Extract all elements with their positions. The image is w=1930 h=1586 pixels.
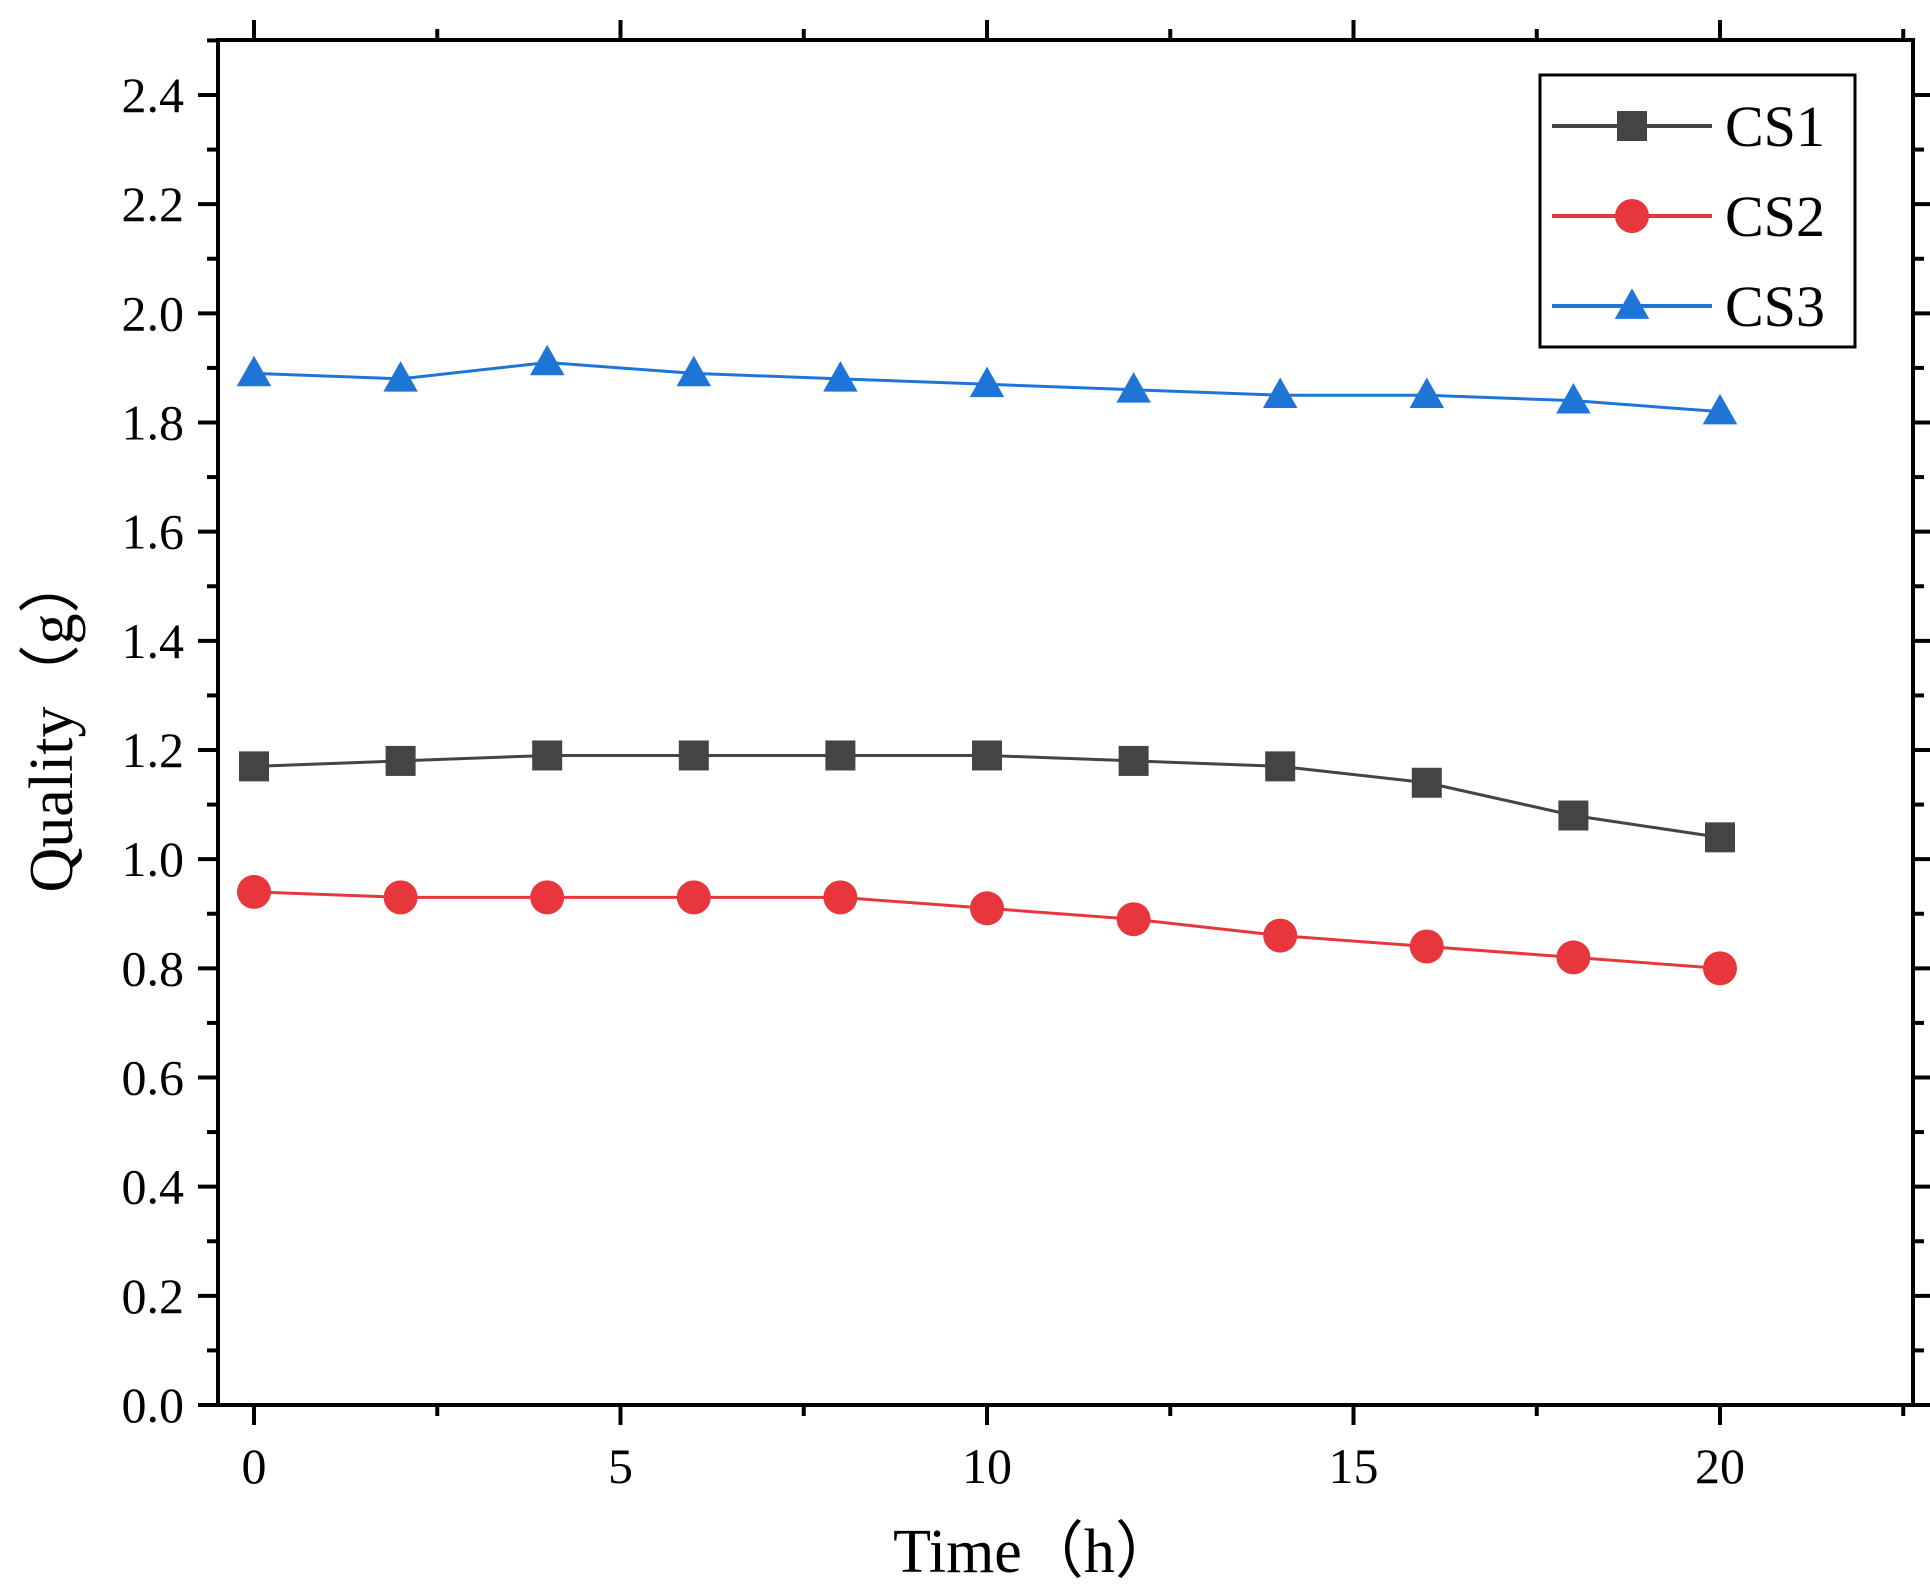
y-tick-label: 1.2 bbox=[122, 722, 185, 778]
data-point-cs3 bbox=[1556, 382, 1591, 414]
data-point-cs1 bbox=[825, 740, 856, 771]
data-point-cs3 bbox=[1409, 377, 1445, 409]
series-layer bbox=[236, 344, 1738, 986]
data-point-cs1 bbox=[1118, 745, 1149, 776]
y-tick-label: 1.4 bbox=[122, 613, 185, 669]
data-point-cs2 bbox=[1409, 929, 1444, 964]
data-point-cs2 bbox=[823, 880, 858, 915]
data-point-cs3 bbox=[529, 344, 565, 376]
x-tick-label: 5 bbox=[608, 1438, 633, 1494]
y-tick-label: 0.8 bbox=[122, 940, 185, 996]
data-point-cs1 bbox=[1705, 822, 1735, 853]
data-point-cs2 bbox=[1556, 940, 1591, 975]
data-point-cs3 bbox=[236, 355, 272, 387]
legend-marker-cs2 bbox=[1615, 199, 1649, 233]
data-point-cs3 bbox=[1262, 377, 1298, 409]
data-point-cs1 bbox=[972, 740, 1002, 771]
legend: CS1 CS2 CS3 bbox=[1538, 73, 1857, 349]
y-tick-label: 2.2 bbox=[122, 176, 185, 232]
y-tick-label: 1.6 bbox=[122, 504, 185, 560]
data-point-cs2 bbox=[1116, 902, 1151, 937]
y-tick-label: 0.0 bbox=[122, 1377, 185, 1433]
data-point-cs1 bbox=[385, 745, 416, 776]
x-axis-title: Time（h） bbox=[893, 1518, 1177, 1586]
y-tick-label: 1.0 bbox=[122, 831, 185, 887]
legend-box bbox=[1538, 73, 1857, 349]
data-point-cs3 bbox=[1702, 393, 1738, 425]
data-point-cs2 bbox=[676, 880, 711, 915]
legend-label-cs2: CS2 bbox=[1725, 184, 1825, 249]
data-point-cs1 bbox=[1558, 800, 1589, 831]
data-point-cs1 bbox=[532, 740, 563, 771]
data-point-cs3 bbox=[1116, 372, 1151, 403]
legend-label-cs1: CS1 bbox=[1725, 94, 1825, 159]
y-axis-title: Quality（g） bbox=[18, 552, 86, 893]
y-tick-label: 0.6 bbox=[122, 1050, 185, 1106]
y-tick-label: 0.4 bbox=[122, 1159, 185, 1215]
legend-marker-cs1 bbox=[1617, 111, 1647, 141]
y-axis: 0.0 0.2 0.4 0.6 0.8 1.0 1.2 1.4 1.6 1.8 2.0 2.2 2.4 bbox=[122, 38, 1930, 1433]
x-tick-label: 10 bbox=[962, 1438, 1012, 1494]
data-point-cs2 bbox=[970, 891, 1004, 926]
plot-frame bbox=[216, 38, 1915, 1407]
data-point-cs2 bbox=[530, 880, 565, 915]
data-point-cs1 bbox=[1411, 767, 1442, 798]
x-axis: 0 5 10 15 20 bbox=[242, 20, 1906, 1494]
data-point-cs1 bbox=[239, 751, 269, 782]
data-point-cs3 bbox=[823, 361, 858, 392]
y-tick-label: 0.2 bbox=[122, 1268, 185, 1324]
legend-label-cs3: CS3 bbox=[1725, 274, 1825, 339]
x-tick-label: 0 bbox=[242, 1438, 267, 1494]
data-point-cs2 bbox=[383, 880, 418, 915]
data-point-cs2 bbox=[1263, 918, 1298, 953]
data-point-cs1 bbox=[1265, 751, 1296, 782]
y-tick-label: 2.4 bbox=[122, 67, 185, 123]
data-point-cs2 bbox=[237, 874, 271, 909]
x-tick-label: 15 bbox=[1329, 1438, 1379, 1494]
legend-marker-cs3 bbox=[1614, 288, 1650, 319]
data-point-cs3 bbox=[676, 355, 712, 387]
data-point-cs3 bbox=[969, 366, 1005, 398]
data-point-cs3 bbox=[383, 361, 418, 392]
data-point-cs2 bbox=[1703, 951, 1737, 986]
x-tick-label: 20 bbox=[1695, 1438, 1745, 1494]
data-point-cs1 bbox=[678, 740, 709, 771]
y-tick-label: 1.8 bbox=[122, 395, 185, 451]
y-tick-label: 2.0 bbox=[122, 285, 185, 341]
